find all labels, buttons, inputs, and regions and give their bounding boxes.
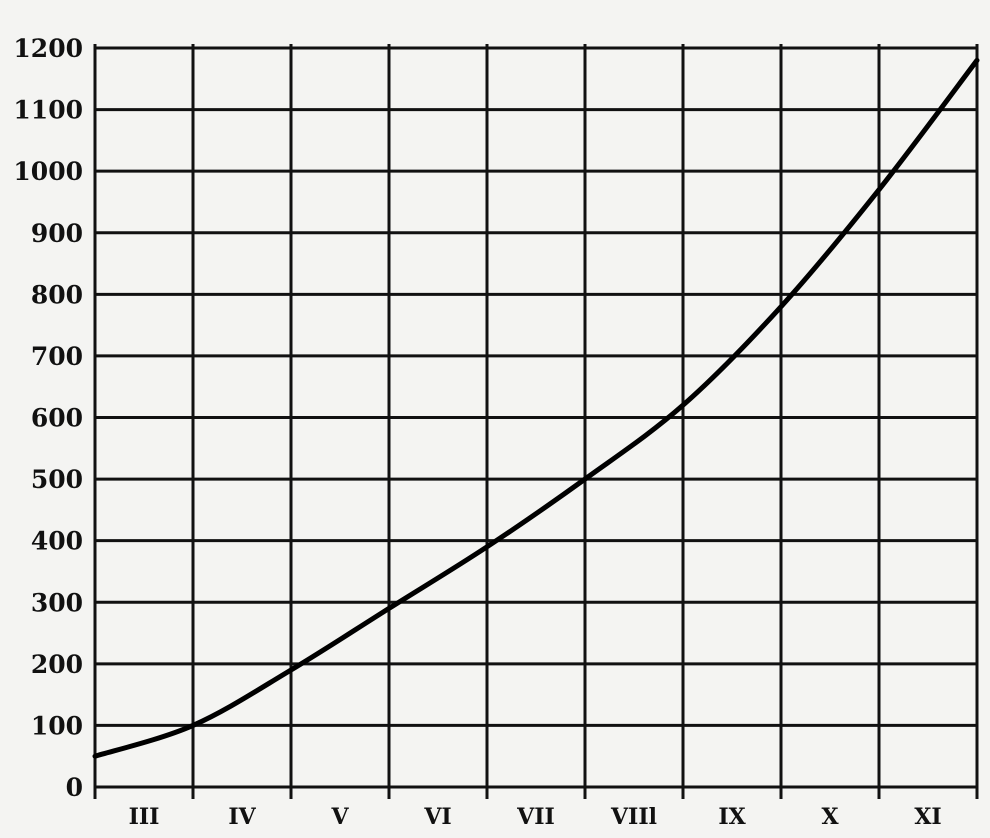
series-line (92, 57, 980, 759)
x-tick-label: IX (718, 804, 746, 830)
y-tick-label: 700 (31, 342, 83, 371)
series-layer (92, 57, 980, 759)
x-axis-ticks: III IV V VI VII VIIl IX X XI (129, 804, 942, 830)
y-tick-label: 1200 (13, 34, 83, 63)
y-tick-label: 600 (31, 404, 83, 433)
y-tick-label: 100 (31, 711, 83, 740)
x-tick-label: VIIl (610, 804, 657, 830)
x-tick-label: VI (423, 804, 451, 830)
y-tick-label: 800 (31, 280, 83, 309)
y-tick-label: 500 (31, 465, 83, 494)
y-axis-ticks: 0 100 200 300 400 500 600 700 800 900 1000 1100 1200 (13, 34, 83, 802)
y-tick-label: 1100 (13, 96, 83, 125)
x-tick-label: V (330, 804, 349, 830)
x-tick-label: IV (228, 804, 256, 830)
grid-lines (93, 44, 979, 799)
x-tick-label: VII (516, 804, 555, 830)
y-tick-label: 900 (31, 219, 83, 248)
x-tick-label: X (821, 804, 839, 830)
y-tick-label: 300 (31, 588, 83, 617)
y-tick-label: 0 (66, 773, 83, 802)
y-tick-label: 200 (31, 650, 83, 679)
y-tick-label: 1000 (13, 157, 83, 186)
x-tick-label: XI (914, 804, 941, 830)
y-tick-label: 400 (31, 527, 83, 556)
x-tick-label: III (129, 804, 160, 830)
